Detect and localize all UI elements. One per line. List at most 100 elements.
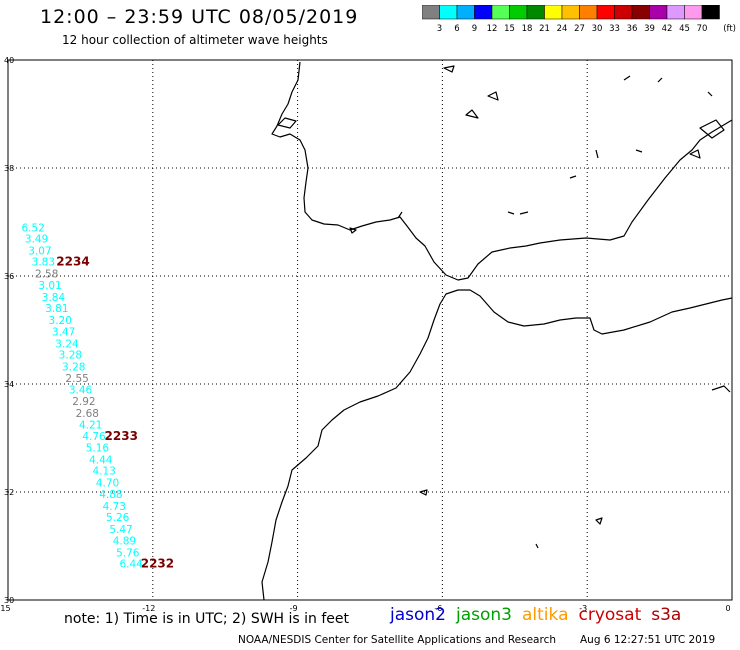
lon-label: -3 (579, 604, 587, 613)
time-label: 2234 (56, 255, 89, 269)
swh-value: 5.26 (106, 512, 130, 524)
scale-label: 12 (487, 24, 498, 34)
scale-label: 27 (574, 24, 585, 34)
color-scale: 3 6 9 12 15 18 21 24 27 30 33 36 39 42 45 70 (ft) (422, 5, 736, 34)
latitude-labels: 40 38 36 34 32 30 (4, 56, 14, 605)
swh-value: 3.24 (55, 338, 79, 350)
scale-swatch (526, 5, 545, 20)
lat-label: 30 (4, 596, 14, 605)
scale-swatch (701, 5, 720, 20)
lake-6 (507, 211, 515, 215)
lake-10 (707, 91, 713, 97)
page-subtitle: 12 hour collection of altimeter wave hei… (62, 33, 328, 47)
swh-value: 3.28 (59, 350, 82, 362)
scale-swatch (579, 5, 598, 20)
lake-8 (623, 75, 631, 81)
scale-label: 45 (679, 24, 690, 34)
lat-label: 36 (4, 272, 14, 281)
scale-unit: (ft) (723, 24, 736, 34)
scale-swatch (596, 5, 615, 20)
lon-label: -9 (290, 604, 298, 613)
satellite-cryosat: cryosat (578, 605, 642, 625)
scale-label: 70 (697, 24, 708, 34)
swh-value: 4.73 (103, 501, 126, 513)
swh-value: 5.16 (86, 443, 110, 455)
lat-label: 40 (4, 56, 14, 65)
lat-label: 32 (4, 488, 14, 497)
swh-value: 4.13 (92, 466, 115, 478)
swh-value: 2.58 (35, 269, 58, 281)
scale-swatch (544, 5, 563, 20)
scale-label: 39 (644, 24, 655, 34)
swh-value: 4.76 (82, 431, 106, 443)
lake-4 (349, 227, 357, 234)
satellite-s3a: s3a (651, 605, 682, 625)
mallorca-island (699, 119, 725, 139)
lake-13 (635, 149, 643, 153)
swh-value: 4.44 (89, 454, 113, 466)
swh-value: 3.28 (62, 362, 85, 374)
lake-9 (657, 77, 663, 83)
swh-value: 4.70 (96, 478, 119, 490)
swh-value: 3.49 (25, 234, 48, 246)
swh-value: 2.55 (65, 373, 88, 385)
scale-swatch (666, 5, 685, 20)
canary-islet (595, 517, 603, 525)
lon-label: 0 (725, 604, 730, 613)
swh-value: 2.68 (76, 408, 99, 420)
satellite-legend: jason2 jason3 altika cryosat s3a (390, 605, 691, 625)
scale-swatch (474, 5, 493, 20)
scale-label: 30 (592, 24, 603, 34)
swh-value: 3.83 (32, 257, 55, 269)
scale-label: 33 (609, 24, 620, 34)
grid-lines (8, 60, 732, 600)
lake-11 (569, 175, 577, 179)
swh-value: 3.01 (38, 280, 61, 292)
credit-text: NOAA/NESDIS Center for Satellite Applica… (238, 634, 556, 646)
swh-value: 3.47 (52, 326, 75, 338)
swh-value: 3.84 (42, 292, 66, 304)
scale-label: 18 (522, 24, 533, 34)
tagus-estuary (277, 117, 297, 129)
swh-value: 3.07 (28, 245, 51, 257)
swh-value: 6.44 (119, 559, 143, 571)
footer-note: note: 1) Time is in UTC; 2) SWH is in fe… (64, 611, 350, 627)
scale-swatch (439, 5, 458, 20)
africa-coast (261, 289, 733, 601)
time-labels: 2234 2233 2232 (56, 255, 174, 571)
scale-swatch (649, 5, 668, 20)
lon-label: -6 (434, 604, 442, 613)
coastline (261, 61, 733, 601)
lake-12 (595, 149, 599, 159)
scale-swatch (509, 5, 528, 20)
lake-5 (397, 211, 403, 219)
swh-value: 3.20 (49, 315, 72, 327)
lake-2 (487, 91, 499, 101)
scale-swatch (491, 5, 510, 20)
page-title: 12:00 – 23:59 UTC 08/05/2019 (40, 6, 359, 28)
ibiza-island (689, 149, 701, 159)
lon-label: -12 (142, 604, 155, 613)
lake-14 (711, 385, 731, 393)
time-label: 2233 (105, 429, 138, 443)
lat-label: 38 (4, 164, 14, 173)
satellite-altika: altika (522, 605, 569, 625)
scale-label: 9 (472, 24, 477, 34)
lon-label: -15 (0, 604, 11, 613)
scale-label: 15 (504, 24, 515, 34)
madeira-island (419, 489, 428, 496)
lake-7 (519, 211, 529, 215)
lat-label: 34 (4, 380, 14, 389)
satellite-jason3: jason3 (456, 605, 512, 625)
satellite-jason2: jason2 (390, 605, 446, 625)
scale-swatch (456, 5, 475, 20)
scale-swatch (631, 5, 650, 20)
swh-value: 4.89 (113, 535, 136, 547)
scale-swatch (561, 5, 580, 20)
swh-value: 4.21 (79, 419, 102, 431)
swh-value: 4.88 (99, 489, 122, 501)
swh-value: 3.81 (45, 303, 68, 315)
scale-label: 3 (437, 24, 442, 34)
swh-value: 5.47 (109, 524, 132, 536)
